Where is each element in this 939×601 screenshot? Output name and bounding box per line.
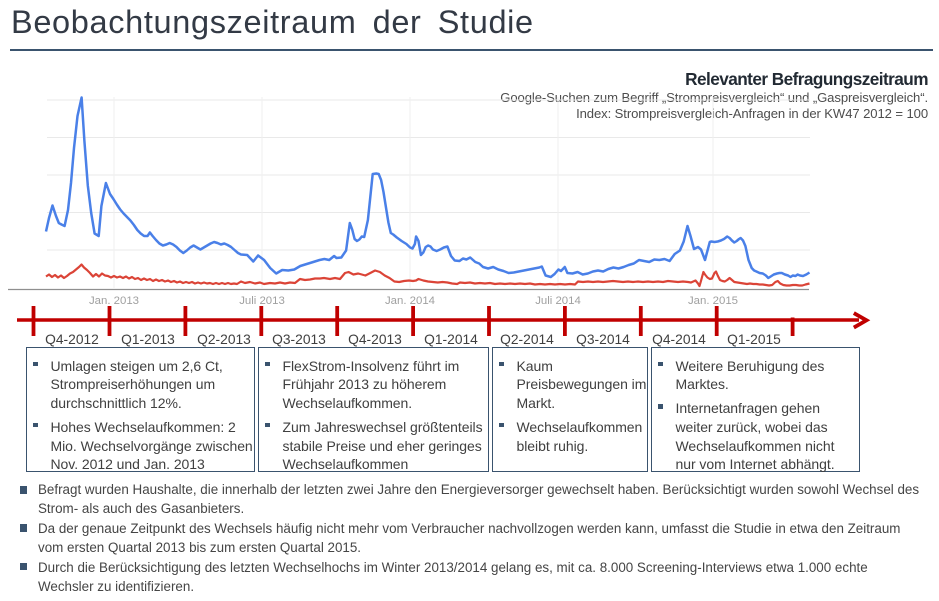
svg-text:Juli 2013: Juli 2013 (239, 295, 285, 307)
svg-text:Jan. 2013: Jan. 2013 (89, 295, 139, 307)
svg-text:Jan. 2015: Jan. 2015 (688, 295, 738, 307)
svg-text:Jan. 2014: Jan. 2014 (385, 295, 435, 307)
svg-text:Juli 2014: Juli 2014 (535, 295, 581, 307)
